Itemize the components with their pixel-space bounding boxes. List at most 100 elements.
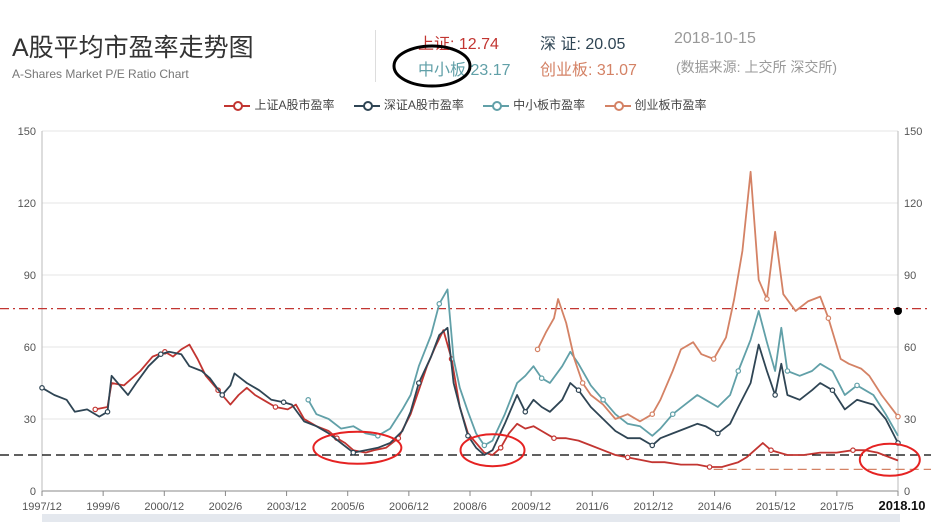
series-point (538, 375, 545, 382)
data-date: 2018-10-15 (674, 30, 756, 47)
series-point (784, 368, 791, 374)
series-point (39, 384, 45, 391)
series-point (714, 430, 721, 437)
series-point (825, 315, 832, 322)
index-chinext: 创业板: 31.07 (540, 56, 637, 80)
x-tick-label: 2006/12 (389, 501, 429, 513)
series-line-3 (536, 170, 899, 423)
series-point (772, 392, 778, 398)
series-point (157, 351, 164, 358)
series-point (624, 454, 631, 461)
highlight-ellipse (459, 433, 526, 468)
series-point (850, 447, 856, 454)
chart-legend: 上证A股市盈率 深证A股市盈率 中小板市盈率 创业板市盈率 (0, 96, 931, 113)
series-point (735, 368, 742, 374)
y-tick-label-right: 120 (904, 198, 922, 210)
legend-item-shanghai[interactable]: 上证A股市盈率 (224, 96, 334, 113)
series-point (305, 396, 312, 403)
y-tick-label-right: 60 (904, 342, 916, 354)
series-point (534, 346, 541, 353)
y-tick-label-left: 120 (18, 198, 36, 210)
series-point (669, 411, 676, 418)
legend-marker-icon (224, 100, 251, 111)
x-tick-label: 2017/5 (820, 501, 854, 513)
x-tick-label: 2009/12 (511, 501, 551, 513)
legend-item-shenzhen[interactable]: 深证A股市盈率 (353, 96, 464, 113)
index-sme-label: 中小板 (418, 62, 467, 79)
x-tick-label: 2000/12 (144, 501, 184, 513)
series-point (522, 408, 529, 415)
series-point (272, 404, 279, 410)
page-subtitle: A-Shares Market P/E Ratio Chart (12, 67, 189, 81)
y-tick-label-left: 30 (24, 414, 36, 426)
index-shanghai: 上证: 12.74 (418, 30, 499, 54)
series-point (895, 413, 901, 420)
series-point (600, 396, 606, 403)
y-tick-label-left: 90 (24, 270, 36, 282)
highlight-ellipse-sme (392, 44, 472, 88)
series-point (219, 392, 226, 398)
legend-marker-icon (604, 100, 631, 111)
y-tick-label-left: 60 (24, 342, 36, 354)
series-point (481, 442, 488, 449)
x-tick-label: 1997/12 (22, 501, 62, 513)
series-point (416, 380, 422, 386)
series-point (649, 411, 656, 418)
y-tick-label-left: 0 (30, 486, 36, 498)
x-tick-label: 2003/12 (267, 501, 307, 513)
series-point (350, 449, 357, 456)
series-point (768, 447, 774, 454)
legend-label: 中小板市盈率 (513, 98, 586, 112)
legend-label: 上证A股市盈率 (254, 98, 335, 112)
x-tick-label: 2012/12 (634, 501, 674, 513)
series-point (854, 382, 860, 389)
series-point (575, 387, 582, 394)
y-tick-label-right: 150 (904, 126, 922, 138)
index-chinext-value: 31.07 (596, 62, 637, 79)
series-point (649, 442, 656, 449)
index-sme: 中小板 23.17 (418, 56, 511, 80)
series-point (764, 296, 770, 302)
series-line-2 (307, 288, 899, 447)
index-sme-value: 23.17 (470, 62, 511, 79)
marker-dot (894, 307, 902, 315)
data-source: (数据来源: 上交所 深交所) (676, 59, 837, 75)
x-tick-label: 1999/6 (86, 501, 120, 513)
x-tick-label: 2008/6 (453, 501, 487, 513)
x-tick-label: 2014/6 (698, 501, 732, 513)
series-point (280, 399, 287, 406)
x-tick-label: 2005/6 (331, 501, 365, 513)
series-point (579, 380, 586, 386)
legend-item-sme[interactable]: 中小板市盈率 (483, 96, 585, 113)
x-tick-label: 2018.10 (879, 498, 926, 513)
header-divider (375, 30, 376, 82)
series-point (104, 408, 111, 415)
index-chinext-label: 创业板: (540, 62, 593, 79)
y-tick-label-right: 90 (904, 270, 916, 282)
series-point (92, 406, 99, 413)
zoom-slider-track[interactable] (42, 514, 900, 522)
legend-item-chinext[interactable]: 创业板市盈率 (604, 96, 707, 113)
index-shenzhen: 深 证: 20.05 (540, 30, 625, 54)
index-shenzhen-label: 深 证: (540, 36, 581, 53)
legend-label: 深证A股市盈率 (383, 98, 464, 112)
page-title: A股平均市盈率走势图 (12, 34, 254, 62)
x-tick-label: 2011/6 (576, 501, 609, 513)
series-point (465, 432, 471, 439)
x-tick-label: 2015/12 (756, 501, 796, 513)
series-point (436, 300, 443, 307)
legend-label: 创业板市盈率 (634, 98, 707, 112)
series-point (551, 435, 557, 442)
highlight-ellipse (312, 430, 403, 465)
legend-marker-icon (353, 100, 380, 111)
index-shanghai-value: 12.74 (458, 36, 499, 53)
x-tick-label: 2002/6 (209, 501, 243, 513)
y-tick-label-left: 150 (18, 126, 36, 138)
index-shenzhen-value: 20.05 (585, 36, 626, 53)
index-shanghai-label: 上证: (418, 36, 455, 53)
y-tick-label-right: 0 (904, 486, 910, 498)
series-point (829, 387, 836, 394)
series-point (710, 356, 717, 362)
legend-marker-icon (483, 100, 510, 111)
